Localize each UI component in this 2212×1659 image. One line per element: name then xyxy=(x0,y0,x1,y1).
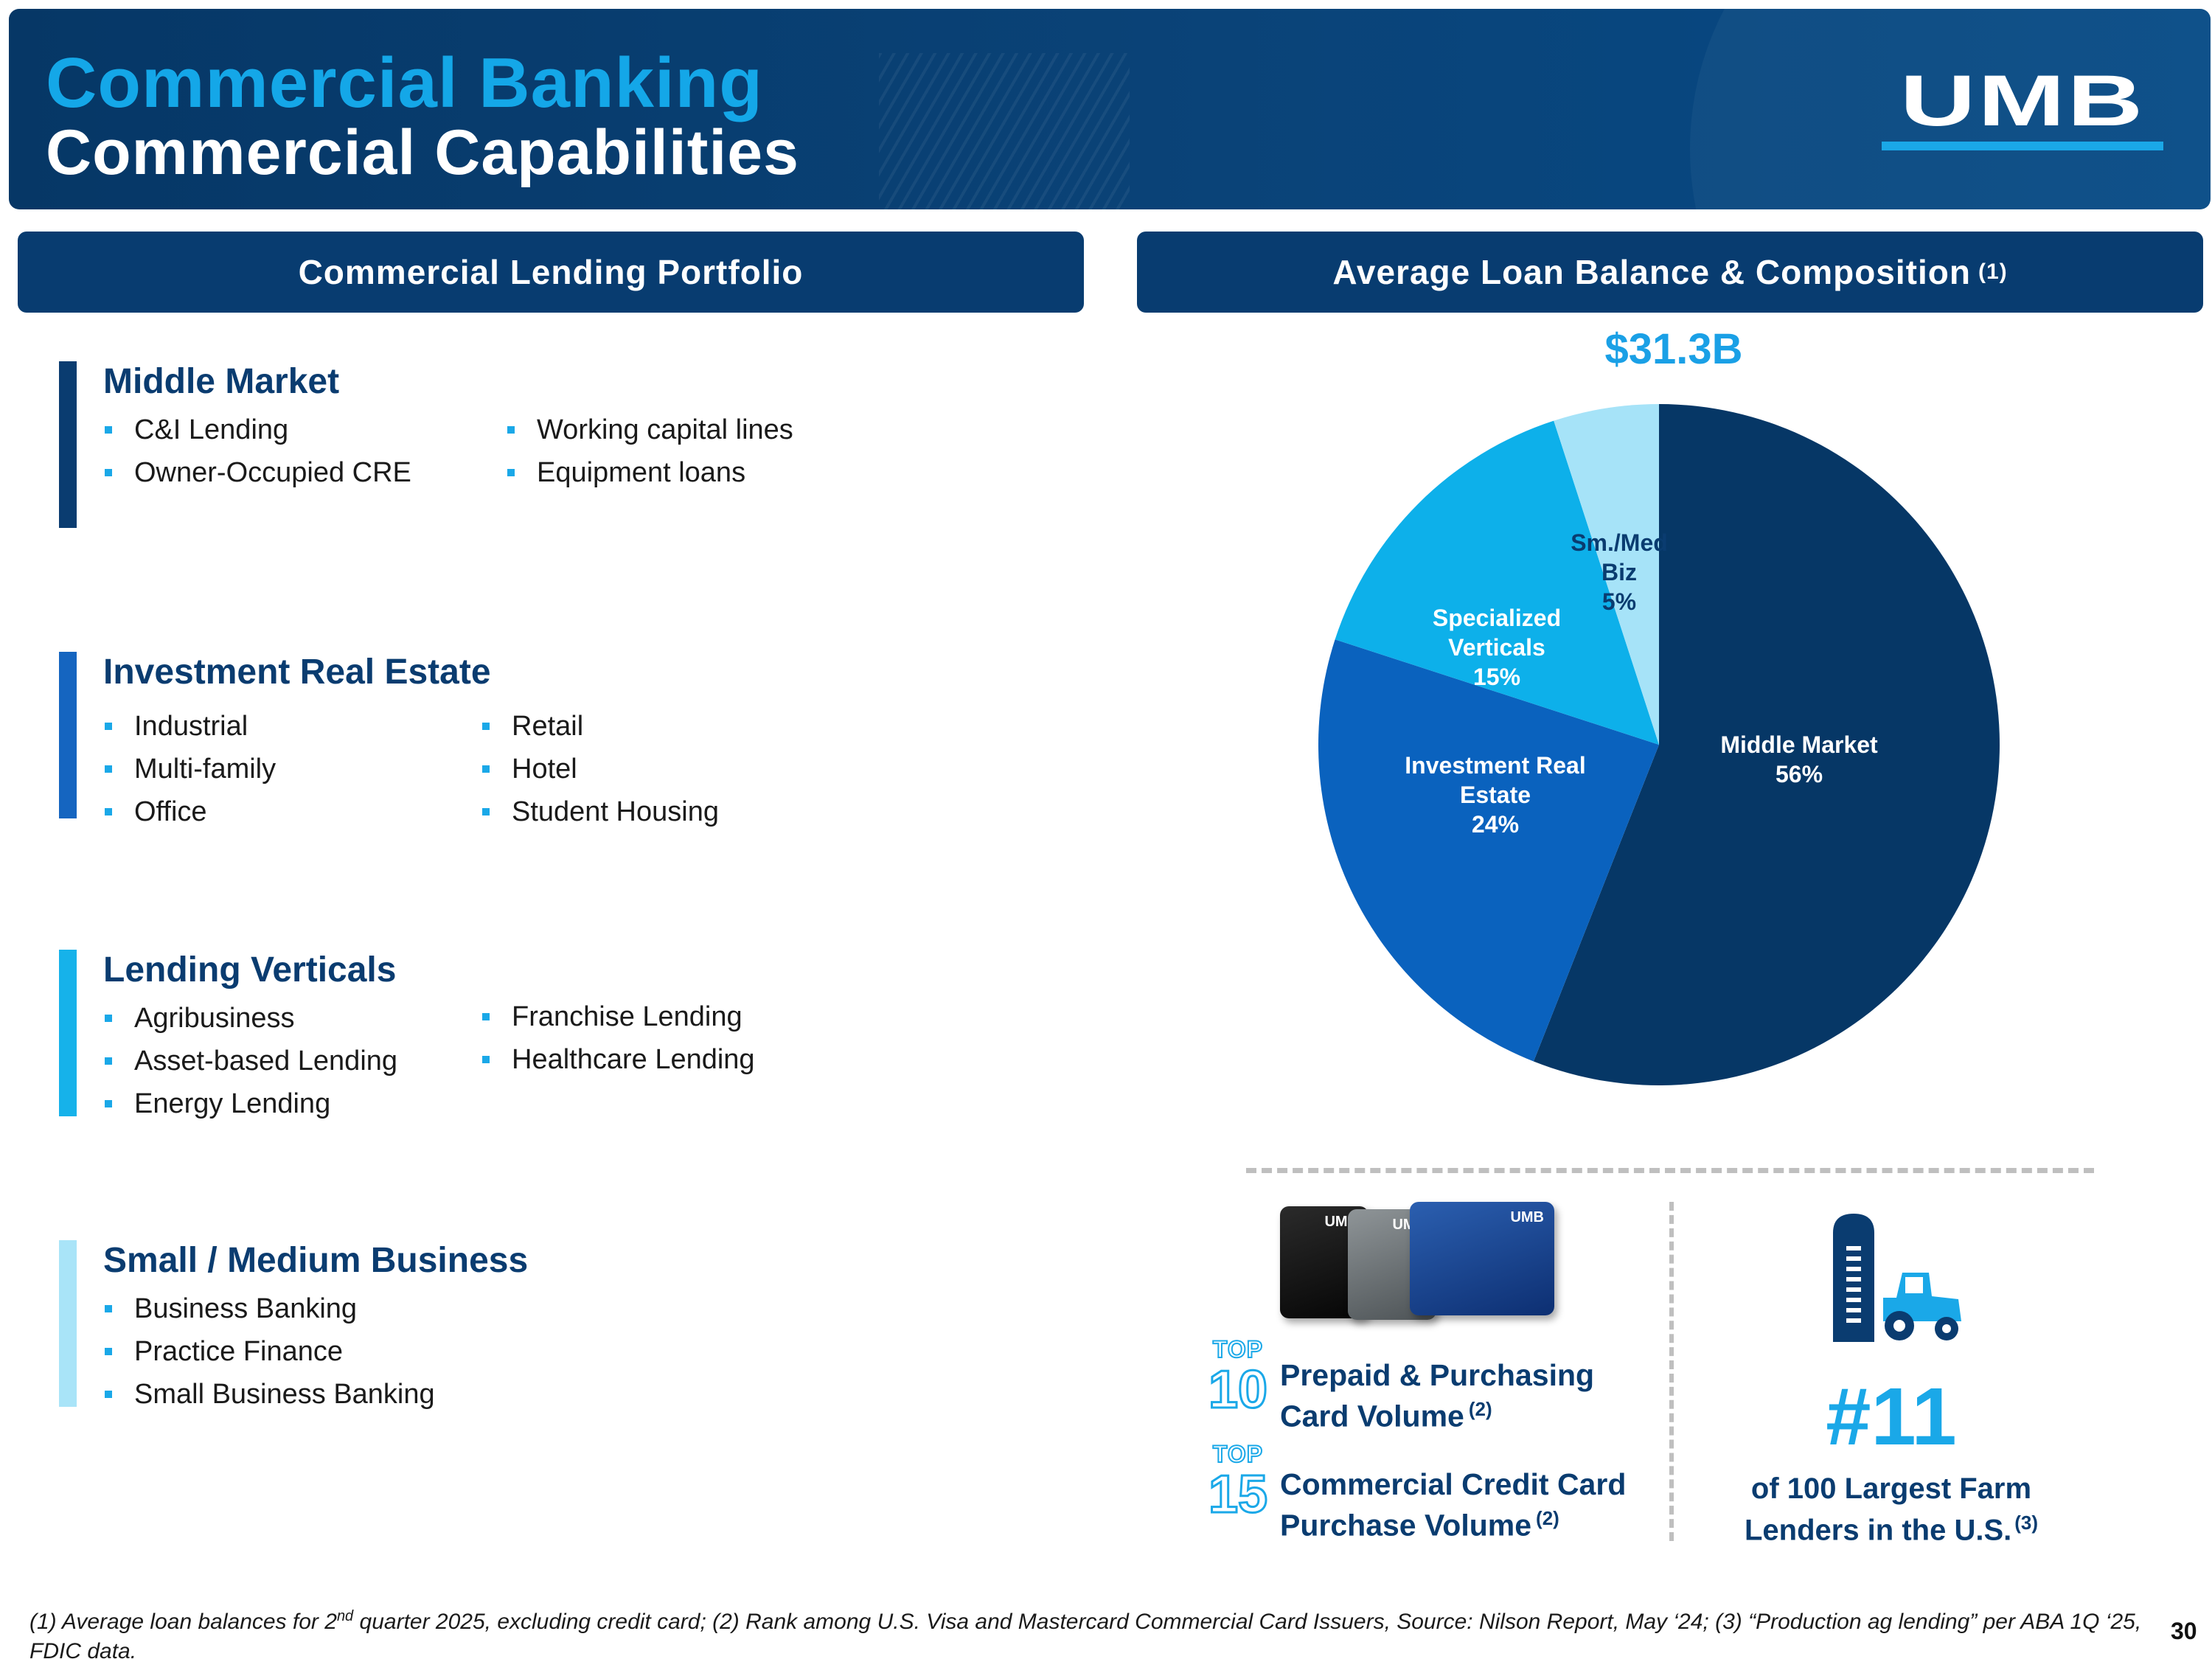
group-title: Investment Real Estate xyxy=(103,653,491,692)
group-list-col1: Business Banking Practice Finance Small … xyxy=(103,1287,435,1416)
farm-rank-text: of 100 Largest Farm Lenders in the U.S.(… xyxy=(1711,1472,2072,1547)
stat-line-2: Purchase Volume (2) xyxy=(1280,1501,1626,1543)
top-number: 15 xyxy=(1207,1465,1268,1524)
list-item: Healthcare Lending xyxy=(481,1038,755,1081)
group-accent-bar xyxy=(59,361,77,528)
page-number: 30 xyxy=(2171,1618,2197,1644)
footnote-ref: (2) xyxy=(1536,1507,1559,1529)
group-list-col2: Franchise Lending Healthcare Lending xyxy=(481,995,755,1081)
footnote-superscript: nd xyxy=(336,1608,354,1624)
group-list-col2: Retail Hotel Student Housing xyxy=(481,705,719,833)
logo-text: UMB xyxy=(1899,60,2146,141)
group-accent-bar xyxy=(59,950,77,1116)
farm-line-2: Lenders in the U.S. (3) xyxy=(1711,1506,2072,1547)
stat-line: Prepaid & Purchasing xyxy=(1280,1358,1595,1392)
farm-line: of 100 Largest Farm xyxy=(1750,1472,2032,1505)
portfolio-heading-text: Commercial Lending Portfolio xyxy=(298,253,804,291)
portfolio-heading: Commercial Lending Portfolio xyxy=(18,232,1084,313)
group-list-col1: C&I Lending Owner-Occupied CRE xyxy=(103,408,411,494)
pie-slice-specialized-verticals xyxy=(1335,420,1659,745)
group-list-col1: Agribusiness Asset-based Lending Energy … xyxy=(103,997,397,1125)
banner-pattern xyxy=(879,53,1130,209)
list-item: Practice Finance xyxy=(103,1330,435,1373)
umb-logo: UMB xyxy=(1882,64,2163,152)
list-item: Multi-family xyxy=(103,748,276,790)
loan-balance-heading: Average Loan Balance & Composition (1) xyxy=(1137,232,2203,313)
prepaid-card-stat: Prepaid & Purchasing Card Volume (2) xyxy=(1280,1358,1594,1433)
page-title: Commercial Banking xyxy=(46,44,763,122)
list-item: Retail xyxy=(481,705,719,748)
list-item: Business Banking xyxy=(103,1287,435,1330)
divider-vertical xyxy=(1669,1202,1674,1541)
list-item: C&I Lending xyxy=(103,408,411,451)
silo-tractor-icon xyxy=(1833,1214,1961,1342)
top-number: 10 xyxy=(1207,1360,1268,1419)
loan-composition-pie: Middle Market 56% Investment Real Estate 24%… xyxy=(1318,404,2000,1085)
pie-slice-middle-market xyxy=(1533,404,2000,1085)
pie-slice-investment-real-estate xyxy=(1318,639,1659,1062)
list-item: Asset-based Lending xyxy=(103,1040,397,1082)
top-label: TOP xyxy=(1212,1335,1264,1363)
group-title: Middle Market xyxy=(103,362,340,401)
list-item: Franchise Lending xyxy=(481,995,755,1038)
group-list-col2: Working capital lines Equipment loans xyxy=(506,408,793,494)
stat-line: Commercial Credit Card xyxy=(1280,1467,1627,1501)
list-item: Equipment loans xyxy=(506,451,793,494)
footnote: (1) Average loan balances for 2nd quarte… xyxy=(29,1601,2153,1659)
top15-badge: TOP 15 xyxy=(1205,1440,1271,1524)
header-banner: Commercial Banking Commercial Capabiliti… xyxy=(9,9,2211,209)
pie-label-investment-real-estate: Investment Real Estate 24% xyxy=(1405,752,1585,838)
pie-label-specialized-verticals: Specialized Verticals 15% xyxy=(1433,605,1561,690)
pie-slice-sm-med-biz xyxy=(1554,404,1659,745)
list-item: Student Housing xyxy=(481,790,719,833)
list-item: Energy Lending xyxy=(103,1082,397,1125)
footnote-ref: (2) xyxy=(1468,1398,1492,1420)
list-item: Owner-Occupied CRE xyxy=(103,451,411,494)
farm-line: Lenders in the U.S. xyxy=(1744,1514,2012,1547)
list-item: Working capital lines xyxy=(506,408,793,451)
group-list-col1: Industrial Multi-family Office xyxy=(103,705,276,833)
page-subtitle: Commercial Capabilities xyxy=(46,117,799,188)
footnote-text-rest: quarter 2025, excluding credit card; (2)… xyxy=(29,1610,2142,1659)
group-accent-bar xyxy=(59,1240,77,1407)
logo-underline xyxy=(1882,142,2163,150)
divider-horizontal xyxy=(1246,1168,2094,1173)
group-accent-bar xyxy=(59,652,77,818)
group-title: Small / Medium Business xyxy=(103,1241,529,1280)
pie-label-sm-med-biz: Sm./Med Biz 5% xyxy=(1571,529,1668,615)
commercial-card-stat: Commercial Credit Card Purchase Volume (2… xyxy=(1280,1467,1626,1543)
top10-badge: TOP 10 xyxy=(1205,1335,1271,1419)
list-item: Industrial xyxy=(103,705,276,748)
footnote-text: (1) Average loan balances for 2 xyxy=(29,1610,337,1634)
card-blue: UMB xyxy=(1410,1202,1554,1315)
pie-label-middle-market: Middle Market 56% xyxy=(1720,731,1878,787)
list-item: Office xyxy=(103,790,276,833)
pie-total-label: $31.3B xyxy=(1604,325,1743,373)
card-brand: UMB xyxy=(1510,1209,1544,1225)
credit-cards-image: UMB UMB UMB xyxy=(1280,1202,1560,1320)
group-title: Lending Verticals xyxy=(103,950,397,990)
stat-line-2: Card Volume (2) xyxy=(1280,1392,1594,1433)
loan-balance-footnote-ref: (1) xyxy=(1978,260,2008,284)
farm-rank-number: #11 xyxy=(1826,1371,1957,1462)
list-item: Small Business Banking xyxy=(103,1373,435,1416)
banner-arc xyxy=(1690,9,2211,209)
list-item: Agribusiness xyxy=(103,997,397,1040)
list-item: Hotel xyxy=(481,748,719,790)
loan-balance-heading-text: Average Loan Balance & Composition xyxy=(1332,253,1971,291)
footnote-ref: (3) xyxy=(2014,1512,2039,1534)
top-label: TOP xyxy=(1212,1440,1264,1468)
stat-line: Card Volume xyxy=(1280,1399,1464,1433)
stat-line: Purchase Volume xyxy=(1280,1508,1532,1543)
